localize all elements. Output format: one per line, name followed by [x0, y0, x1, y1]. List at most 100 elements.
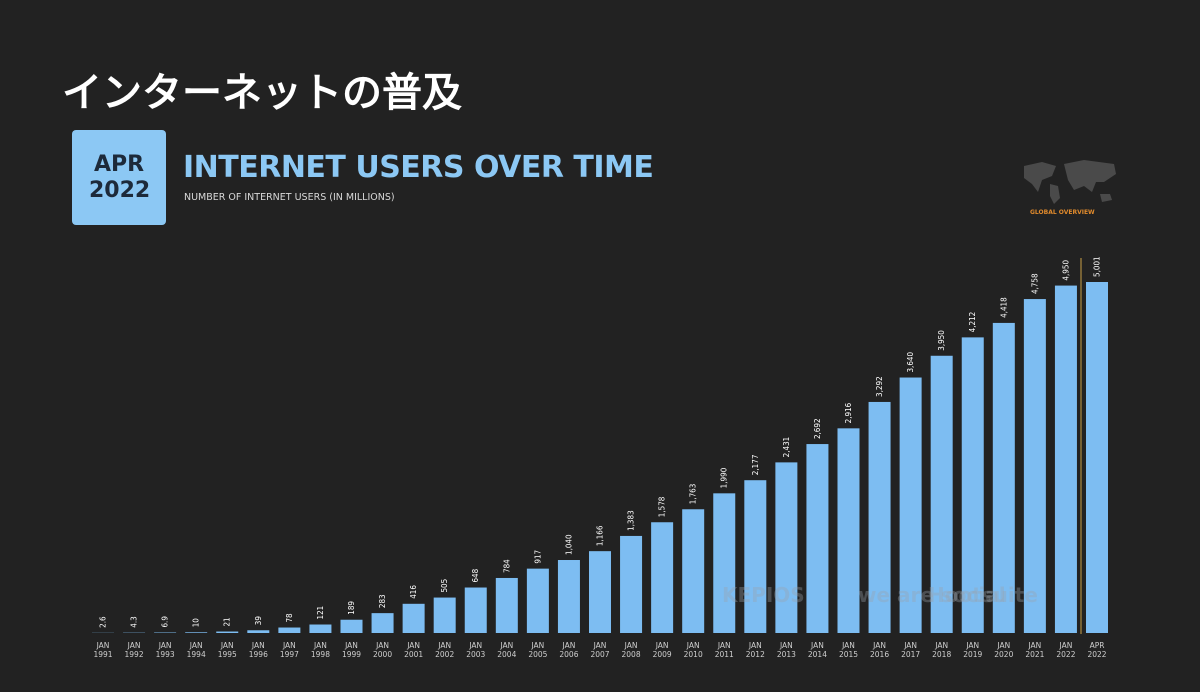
x-tick-label: JAN 2000 — [373, 641, 393, 659]
bar — [930, 355, 953, 633]
x-tick-label: JAN 2013 — [776, 641, 796, 659]
value-label: 2.6 — [99, 616, 108, 628]
x-tick-label: JAN 2012 — [745, 641, 765, 659]
bar — [1054, 285, 1077, 633]
bar — [961, 337, 984, 633]
watermark: we are social — [858, 583, 1006, 607]
value-label: 1,383 — [627, 510, 636, 531]
value-label: 189 — [347, 601, 356, 615]
value-label: 6.9 — [161, 616, 170, 628]
value-label: 1,040 — [564, 534, 573, 555]
watermark: Hootsuite — [928, 583, 1038, 607]
value-label: 4,418 — [999, 297, 1008, 318]
bar — [185, 632, 208, 633]
x-tick-label: JAN 2009 — [652, 641, 672, 659]
bar — [713, 493, 736, 633]
bar — [775, 462, 798, 633]
bar — [247, 630, 270, 633]
x-tick-label: JAN 1998 — [310, 641, 330, 659]
x-tick-label: JAN 2002 — [435, 641, 455, 659]
x-tick-label: JAN 2008 — [621, 641, 641, 659]
bar — [402, 603, 425, 633]
value-label: 21 — [223, 617, 232, 626]
bar — [992, 322, 1015, 633]
value-label: 4.3 — [130, 616, 139, 627]
bar — [278, 627, 301, 633]
value-label: 78 — [285, 613, 294, 623]
x-tick-label: JAN 1996 — [248, 641, 268, 659]
date-badge: APR 2022 — [72, 130, 166, 225]
bar — [682, 509, 705, 633]
chart-title: INTERNET USERS OVER TIME — [183, 150, 654, 185]
bar — [557, 560, 580, 633]
value-label: 416 — [409, 585, 418, 599]
value-label: 2,431 — [782, 437, 791, 458]
bar — [899, 377, 922, 633]
x-tick-label: JAN 1991 — [93, 641, 113, 659]
x-tick-label: JAN 2003 — [466, 641, 486, 659]
bar — [526, 568, 549, 633]
x-tick-label: JAN 2004 — [497, 641, 517, 659]
x-tick-label: APR 2022 — [1087, 641, 1107, 659]
x-tick-label: JAN 2010 — [683, 641, 703, 659]
x-tick-label: JAN 2019 — [963, 641, 983, 659]
bar — [744, 480, 767, 633]
x-tick-label: JAN 1994 — [186, 641, 206, 659]
bar — [216, 631, 239, 633]
chart-subtitle: NUMBER OF INTERNET USERS (IN MILLIONS) — [184, 192, 395, 203]
x-tick-label: JAN 2020 — [994, 641, 1014, 659]
x-tick-label: JAN 2007 — [590, 641, 610, 659]
value-label: 10 — [192, 618, 201, 628]
bar — [464, 587, 487, 633]
page-title: インターネットの普及 — [62, 70, 462, 116]
value-label: 121 — [316, 606, 325, 620]
bar — [806, 444, 829, 633]
value-label: 505 — [440, 579, 449, 593]
x-tick-label: JAN 2001 — [404, 641, 424, 659]
x-tick-label: JAN 2016 — [870, 641, 890, 659]
corner-label: GLOBAL OVERVIEW — [1030, 209, 1095, 216]
value-label: 3,292 — [875, 376, 884, 397]
value-label: 1,763 — [689, 484, 698, 505]
x-tick-label: JAN 2022 — [1056, 641, 1076, 659]
value-label: 1,990 — [720, 467, 729, 488]
watermark: KEPIOS — [722, 583, 805, 607]
value-label: 3,640 — [906, 352, 915, 373]
x-tick-label: JAN 2021 — [1025, 641, 1045, 659]
value-label: 283 — [378, 594, 387, 608]
bar — [620, 535, 643, 633]
bar — [651, 522, 674, 633]
value-label: 4,950 — [1061, 260, 1070, 281]
x-tick-label: JAN 2017 — [901, 641, 921, 659]
x-tick-label: JAN 2005 — [528, 641, 548, 659]
value-label: 2,916 — [844, 402, 853, 423]
value-label: 1,166 — [596, 525, 605, 546]
value-label: 2,177 — [751, 455, 760, 476]
x-tick-label: JAN 1993 — [155, 641, 175, 659]
value-label: 1,578 — [658, 496, 667, 517]
x-tick-label: JAN 2011 — [714, 641, 734, 659]
bar — [868, 401, 891, 633]
bar — [309, 624, 332, 633]
x-tick-label: JAN 1999 — [341, 641, 362, 659]
badge-text: APR 2022 — [89, 151, 151, 203]
world-map-icon — [1024, 160, 1116, 204]
value-label: 39 — [254, 616, 263, 626]
bar — [837, 428, 860, 633]
value-label: 5,001 — [1093, 256, 1102, 277]
value-label: 4,758 — [1030, 273, 1039, 294]
bar — [495, 577, 518, 633]
x-tick-label: JAN 2014 — [807, 641, 827, 659]
bar — [589, 551, 611, 633]
x-tick-label: JAN 1992 — [124, 641, 144, 659]
value-label: 4,212 — [968, 312, 977, 333]
bar — [371, 613, 394, 633]
value-label: 917 — [533, 550, 542, 564]
x-tick-label: JAN 2015 — [838, 641, 859, 659]
x-tick-label: JAN 1997 — [279, 641, 299, 659]
value-label: 784 — [502, 559, 511, 573]
bar — [1086, 282, 1108, 633]
x-tick-label: JAN 1995 — [217, 641, 237, 659]
